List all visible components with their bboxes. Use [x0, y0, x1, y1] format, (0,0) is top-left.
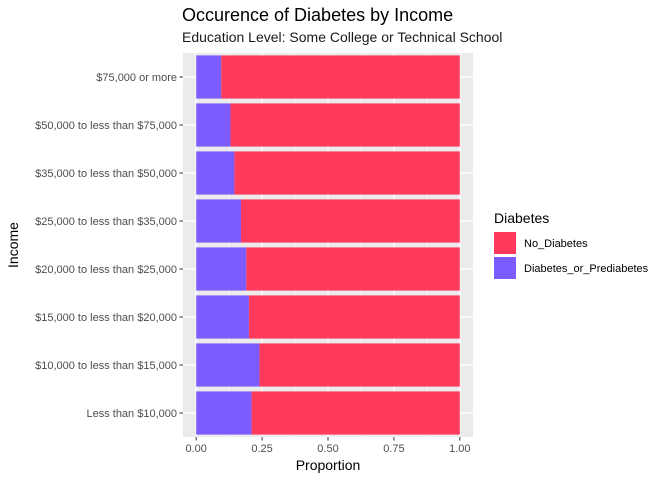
legend-label: Diabetes_or_Prediabetes	[524, 263, 649, 275]
bar-diabetes-or-prediabetes	[196, 151, 235, 195]
bar-diabetes-or-prediabetes	[196, 391, 252, 435]
y-axis: $75,000 or more $50,000 to less than $75,…	[35, 72, 183, 420]
y-tick-label: $75,000 or more	[96, 72, 177, 84]
x-axis: 0.00 0.25 0.50 0.75 1.00	[185, 437, 471, 455]
x-tick-label: 0.00	[185, 443, 206, 455]
x-tick-label: 0.25	[251, 443, 272, 455]
bar-no-diabetes	[234, 151, 460, 195]
y-axis-title: Income	[5, 222, 21, 268]
y-tick-label: $15,000 to less than $20,000	[35, 312, 177, 324]
x-tick-label: 1.00	[449, 443, 470, 455]
legend: Diabetes No_Diabetes Diabetes_or_Prediabe…	[494, 210, 649, 279]
bar-diabetes-or-prediabetes	[196, 199, 242, 243]
legend-title: Diabetes	[494, 210, 549, 226]
bar-no-diabetes	[246, 247, 460, 291]
bar-no-diabetes	[230, 103, 460, 147]
y-tick-label: $35,000 to less than $50,000	[35, 168, 177, 180]
legend-key-diabetes-or-prediabetes	[494, 257, 516, 279]
y-tick-label: Less than $10,000	[86, 408, 177, 420]
x-tick-label: 0.50	[317, 443, 338, 455]
bar-no-diabetes	[259, 343, 460, 387]
y-tick-label: $50,000 to less than $75,000	[35, 120, 177, 132]
bar-no-diabetes	[251, 391, 460, 435]
chart-subtitle: Education Level: Some College or Technic…	[182, 29, 502, 45]
bar-diabetes-or-prediabetes	[196, 247, 247, 291]
legend-key-no-diabetes	[494, 232, 516, 254]
chart-title: Occurence of Diabetes by Income	[182, 5, 453, 25]
x-tick-label: 0.75	[383, 443, 404, 455]
y-tick-label: $10,000 to less than $15,000	[35, 360, 177, 372]
bar-diabetes-or-prediabetes	[196, 103, 231, 147]
bar-no-diabetes	[241, 199, 460, 243]
bar-no-diabetes	[221, 55, 460, 99]
bar-diabetes-or-prediabetes	[196, 343, 260, 387]
bar-diabetes-or-prediabetes	[196, 295, 249, 339]
bar-no-diabetes	[248, 295, 460, 339]
bar-diabetes-or-prediabetes	[196, 55, 222, 99]
legend-label: No_Diabetes	[524, 238, 588, 250]
bars	[196, 55, 460, 435]
x-axis-title: Proportion	[296, 457, 361, 473]
y-tick-label: $25,000 to less than $35,000	[35, 216, 177, 228]
y-tick-label: $20,000 to less than $25,000	[35, 264, 177, 276]
